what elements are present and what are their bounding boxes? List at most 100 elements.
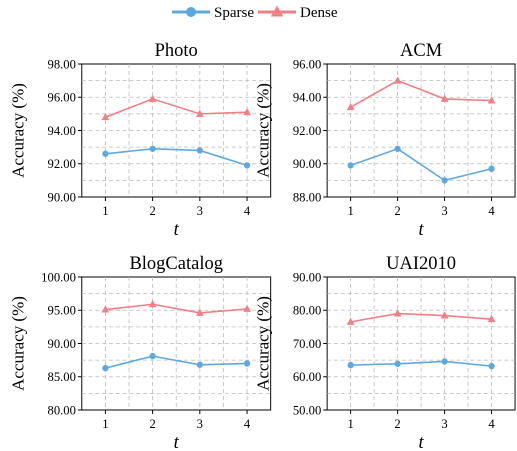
subplot-title: ACM: [400, 40, 442, 61]
y-axis-label: Accuracy (%): [9, 83, 28, 178]
data-point: [102, 364, 109, 372]
y-tick-label: 96.00: [48, 91, 76, 105]
y-tick-label: 90.00: [48, 337, 76, 351]
y-tick-label: 92.00: [293, 124, 321, 138]
series-dense: [101, 300, 251, 316]
data-point: [196, 361, 203, 368]
data-point: [196, 147, 203, 154]
x-tick-label: 2: [394, 417, 400, 431]
y-tick-label: 92.00: [48, 157, 76, 171]
x-tick-label: 1: [102, 417, 108, 431]
legend: Sparse Dense: [172, 5, 338, 21]
series-sparse: [347, 145, 495, 184]
series-sparse: [102, 352, 251, 372]
data-point: [243, 304, 251, 312]
series-line: [350, 312, 492, 323]
data-point: [440, 311, 449, 319]
series-line: [105, 355, 248, 369]
legend-label: Sparse: [214, 5, 254, 21]
x-axis-label: t: [419, 432, 425, 451]
x-tick-label: 4: [488, 417, 495, 431]
y-tick-label: 88.00: [293, 190, 321, 204]
series-line: [350, 360, 492, 367]
series-sparse: [347, 358, 495, 370]
data-point: [487, 315, 496, 323]
x-tick-label: 4: [488, 204, 495, 218]
x-tick-label: 2: [394, 204, 400, 218]
data-point: [195, 308, 204, 316]
series-line: [350, 79, 492, 108]
data-point: [149, 145, 156, 152]
subplot-title: Photo: [155, 40, 198, 61]
series-line: [105, 98, 248, 118]
y-tick-label: 50.00: [293, 403, 321, 417]
subplot-acm: 88.00 90.00 92.00 94.00 96.00 1 2 3 4 ACM t Accurac…: [254, 40, 516, 240]
subplot-uai2010: 50.00 60.00 70.00 80.00 90.00 1 2 3 4 UAI2010 t Acc…: [254, 253, 516, 451]
series-dense: [101, 94, 251, 121]
legend-entry-sparse: Sparse: [172, 5, 254, 21]
data-point: [243, 108, 251, 116]
data-point: [346, 103, 355, 111]
x-tick-label: 1: [347, 204, 353, 218]
data-point: [101, 305, 110, 313]
x-tick-label: 2: [149, 417, 155, 431]
data-point: [149, 352, 156, 360]
x-tick-label: 1: [347, 417, 353, 431]
legend-label: Dense: [300, 5, 338, 21]
series-line: [105, 147, 248, 167]
data-point: [243, 360, 251, 367]
subplot-title: BlogCatalog: [129, 253, 223, 274]
data-point: [488, 362, 495, 370]
data-point: [346, 317, 355, 325]
y-tick-label: 80.00: [293, 304, 321, 318]
y-tick-label: 96.00: [293, 57, 321, 71]
data-point: [393, 76, 402, 84]
data-point: [394, 145, 401, 152]
subplot-grid: 90.00 92.00 94.00 96.00 98.00 1 2 3 4 Photo t Accur…: [9, 40, 516, 451]
data-point: [441, 358, 448, 365]
y-tick-label: 60.00: [293, 370, 321, 384]
y-tick-label: 90.00: [293, 157, 321, 171]
series-line: [350, 147, 492, 182]
legend-marker-triangle: [270, 5, 284, 17]
data-point: [440, 94, 449, 102]
y-tick-label: 70.00: [293, 337, 321, 351]
data-point: [148, 300, 157, 308]
y-tick-label: 80.00: [48, 403, 76, 417]
y-tick-label: 95.00: [48, 304, 76, 318]
x-tick-label: 3: [441, 417, 447, 431]
subplot-title: UAI2010: [386, 253, 456, 274]
data-point: [488, 165, 495, 172]
data-point: [487, 96, 496, 104]
y-tick-label: 98.00: [48, 57, 76, 71]
x-tick-label: 3: [197, 204, 203, 218]
y-axis-label: Accuracy (%): [9, 296, 28, 391]
data-point: [347, 162, 354, 169]
subplot-photo: 90.00 92.00 94.00 96.00 98.00 1 2 3 4 Photo t Accur…: [9, 40, 272, 240]
data-point: [441, 177, 448, 184]
x-tick-label: 2: [149, 204, 155, 218]
legend-entry-dense: Dense: [258, 5, 338, 21]
data-point: [394, 360, 401, 367]
data-point: [347, 361, 354, 369]
y-tick-label: 90.00: [293, 270, 321, 284]
x-axis-label: t: [419, 219, 425, 240]
series-dense: [346, 76, 496, 111]
y-axis-label: Accuracy (%): [254, 83, 273, 178]
y-tick-label: 90.00: [48, 190, 76, 204]
y-tick-label: 100.00: [41, 270, 76, 284]
data-point: [393, 309, 402, 317]
y-tick-label: 94.00: [293, 91, 321, 105]
x-axis-label: t: [174, 219, 180, 240]
legend-marker-circle: [186, 7, 196, 17]
series-sparse: [102, 145, 251, 169]
y-tick-label: 94.00: [48, 124, 76, 138]
data-point: [195, 109, 204, 117]
x-tick-label: 1: [102, 204, 108, 218]
y-tick-label: 85.00: [48, 370, 76, 384]
x-tick-label: 4: [244, 204, 251, 218]
x-tick-label: 3: [441, 204, 447, 218]
data-point: [243, 162, 251, 169]
data-point: [148, 94, 157, 102]
subplot-blogcatalog: 80.00 85.00 90.00 95.00 100.00 1 2 3 4 BlogCatalo…: [9, 253, 272, 451]
